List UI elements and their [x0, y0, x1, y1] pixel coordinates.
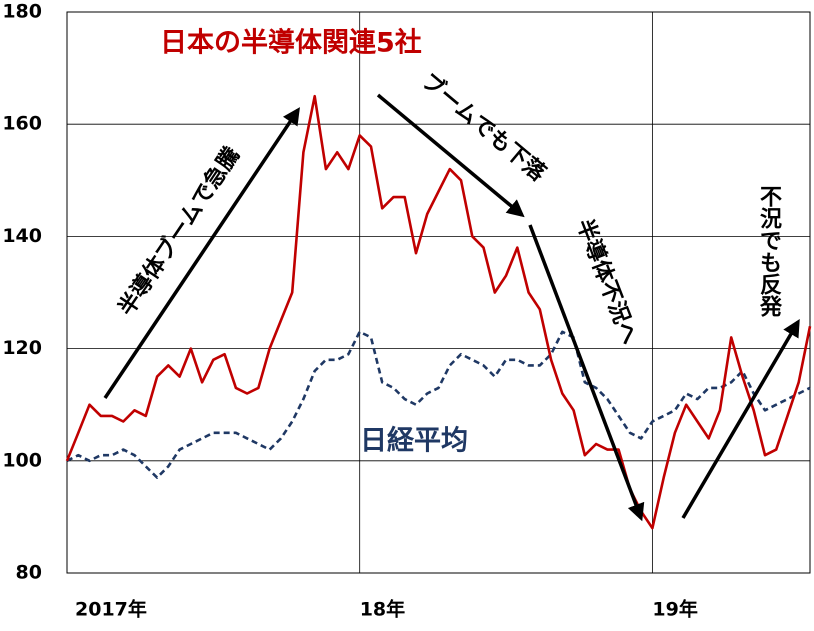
y-tick-label: 140	[2, 225, 42, 247]
series-line	[65, 94, 812, 530]
annotation: ブームでも下落	[417, 68, 552, 187]
series-line	[66, 330, 811, 479]
annotation: 不況でも反発	[756, 185, 783, 318]
annotation: 半導体ブームで急騰	[113, 142, 245, 320]
x-tick-label: 19年	[652, 598, 697, 621]
annotation: 半導体不況へ	[571, 215, 643, 348]
series-label: 日本の半導体関連5社	[160, 27, 422, 59]
y-tick-label: 160	[2, 113, 42, 135]
y-tick-label: 100	[2, 449, 42, 471]
y-tick-label: 80	[16, 562, 42, 584]
arrow	[681, 318, 800, 519]
arrow	[103, 107, 300, 399]
arrow	[376, 93, 525, 218]
x-tick-label: 2017年	[75, 598, 147, 621]
y-tick-label: 180	[2, 1, 42, 23]
y-tick-label: 120	[2, 337, 42, 359]
arrow	[528, 224, 645, 522]
x-tick-label: 18年	[360, 598, 405, 621]
series-label: 日経平均	[360, 425, 468, 457]
